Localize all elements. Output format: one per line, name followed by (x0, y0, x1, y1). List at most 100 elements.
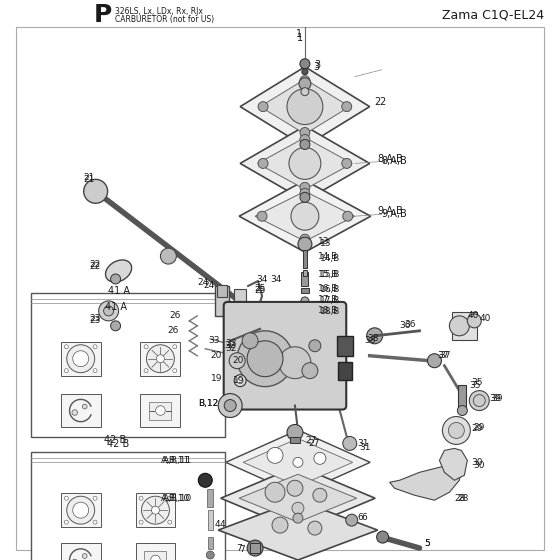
Text: 39: 39 (491, 394, 503, 403)
Circle shape (139, 496, 143, 500)
Text: 21: 21 (83, 175, 95, 184)
Text: 1: 1 (297, 33, 303, 43)
Circle shape (287, 88, 323, 124)
Bar (207, 489, 213, 507)
Text: 29: 29 (472, 424, 483, 433)
Circle shape (265, 482, 285, 502)
Text: 27: 27 (308, 439, 319, 448)
Text: 16,B: 16,B (318, 284, 338, 293)
Circle shape (469, 391, 489, 410)
Text: 19: 19 (211, 374, 222, 383)
Circle shape (147, 345, 174, 372)
Circle shape (342, 101, 352, 111)
Bar (250, 543, 260, 553)
Circle shape (144, 345, 148, 349)
Text: 18,B: 18,B (318, 306, 338, 315)
Circle shape (442, 417, 470, 445)
Circle shape (367, 328, 382, 344)
Circle shape (300, 183, 310, 192)
Text: CARBURETOR (not for US): CARBURETOR (not for US) (115, 16, 214, 25)
Circle shape (64, 496, 68, 500)
Text: 21: 21 (83, 173, 95, 182)
Circle shape (83, 179, 108, 203)
Text: 42 B: 42 B (105, 436, 127, 445)
Circle shape (111, 274, 120, 284)
Circle shape (258, 158, 268, 169)
Text: B,12: B,12 (198, 399, 218, 408)
Circle shape (377, 531, 389, 543)
Text: A,B,11: A,B,11 (161, 456, 190, 465)
Text: 20: 20 (233, 356, 244, 365)
Circle shape (67, 345, 95, 372)
Text: 7: 7 (239, 544, 245, 553)
Bar (217, 285, 227, 297)
Text: 4: 4 (220, 520, 225, 529)
Text: 34: 34 (256, 274, 268, 283)
Circle shape (156, 354, 165, 363)
Polygon shape (221, 466, 375, 531)
Text: 36: 36 (400, 321, 411, 330)
Text: 35: 35 (472, 378, 483, 387)
Text: 24: 24 (203, 282, 214, 291)
Text: 40: 40 (479, 314, 491, 323)
Polygon shape (255, 192, 354, 241)
Circle shape (72, 410, 77, 416)
Circle shape (267, 447, 283, 463)
Circle shape (468, 314, 481, 328)
Bar (303, 270, 307, 276)
Circle shape (300, 188, 310, 198)
Text: 6: 6 (362, 512, 367, 522)
Circle shape (144, 368, 148, 372)
Polygon shape (258, 138, 352, 189)
Circle shape (247, 341, 283, 377)
Circle shape (314, 452, 326, 464)
Bar (234, 289, 246, 303)
Text: 26: 26 (169, 311, 180, 320)
Circle shape (99, 301, 119, 321)
Text: 33: 33 (226, 339, 237, 348)
Text: 26: 26 (167, 326, 179, 335)
Circle shape (218, 394, 242, 418)
Circle shape (168, 496, 172, 500)
Polygon shape (440, 449, 468, 480)
Text: 39: 39 (489, 394, 501, 403)
Polygon shape (239, 180, 371, 252)
Circle shape (93, 368, 97, 372)
Circle shape (289, 147, 321, 179)
Text: 2: 2 (380, 97, 386, 106)
Circle shape (142, 496, 169, 524)
Circle shape (139, 520, 143, 524)
Bar (337, 336, 353, 356)
Circle shape (287, 480, 303, 496)
Circle shape (151, 555, 160, 560)
Text: 36: 36 (404, 320, 416, 329)
Circle shape (242, 333, 258, 349)
Circle shape (168, 520, 172, 524)
Circle shape (301, 297, 309, 305)
Circle shape (308, 521, 322, 535)
Text: 22: 22 (90, 259, 101, 269)
Text: 28: 28 (458, 494, 469, 503)
Circle shape (300, 139, 310, 150)
Circle shape (342, 158, 352, 169)
Circle shape (237, 331, 293, 386)
Polygon shape (226, 430, 370, 494)
Circle shape (291, 202, 319, 230)
Text: 25: 25 (254, 284, 265, 293)
Bar (208, 537, 213, 549)
Circle shape (301, 88, 309, 96)
Circle shape (160, 248, 176, 264)
Text: 23: 23 (89, 316, 101, 325)
Bar (136, 493, 175, 527)
Circle shape (343, 436, 357, 450)
Text: A,B,10: A,B,10 (161, 494, 190, 503)
Circle shape (302, 69, 308, 74)
Text: 38: 38 (365, 337, 376, 346)
Text: 38: 38 (368, 334, 379, 343)
Circle shape (73, 502, 88, 518)
Circle shape (343, 211, 353, 221)
Text: A,B,10: A,B,10 (163, 494, 192, 503)
Text: 27: 27 (305, 436, 316, 445)
Circle shape (300, 234, 310, 244)
Bar (452, 312, 477, 340)
